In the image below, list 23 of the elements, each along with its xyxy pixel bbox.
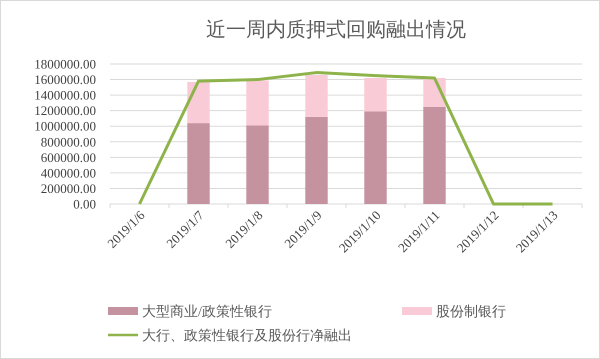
y-tick-label: 1200000.00: [34, 103, 96, 118]
bar: [305, 116, 328, 204]
bar: [423, 106, 446, 204]
y-tick-label: 600000.00: [40, 150, 96, 165]
chart-title: 近一周内质押式回购融出情况: [206, 19, 466, 41]
legend-label: 股份制银行: [436, 304, 506, 320]
bar: [187, 123, 210, 204]
line-series: [138, 71, 554, 206]
y-tick-label: 1600000.00: [34, 72, 96, 88]
bar: [246, 80, 269, 126]
bar: [364, 111, 387, 204]
bar: [364, 78, 387, 112]
y-tick-label: 200000.00: [40, 180, 96, 196]
y-tick-label: 800000.00: [40, 134, 96, 150]
bar: [305, 74, 328, 117]
y-tick-label: 1800000.00: [34, 56, 96, 72]
bar: [246, 125, 269, 204]
legend-label: 大行、政策性银行及股份行净融出: [142, 328, 352, 344]
legend-label: 大型商业/政策性银行: [142, 304, 272, 320]
y-tick-label: 1400000.00: [34, 88, 96, 103]
y-tick-label: 0.00: [73, 196, 96, 212]
y-tick-label: 1000000.00: [34, 118, 96, 134]
y-tick-label: 400000.00: [40, 165, 96, 180]
